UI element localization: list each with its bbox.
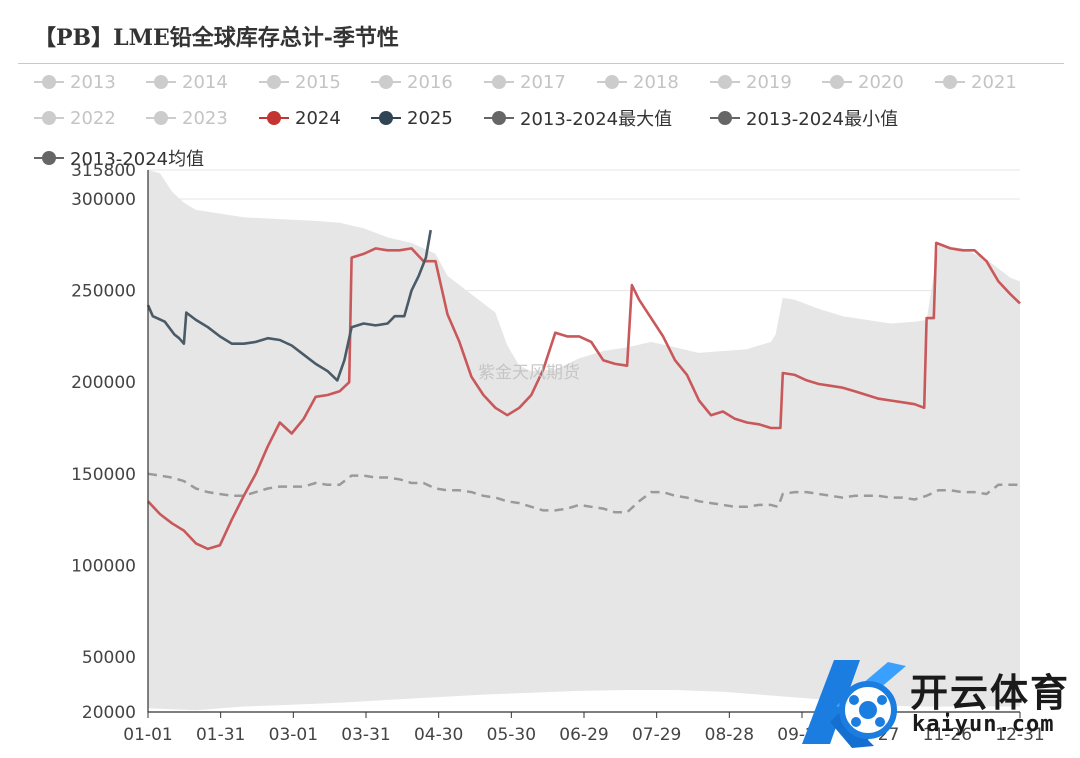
legend-item[interactable]: 2014: [146, 70, 228, 94]
legend-symbol-icon: [259, 72, 289, 92]
brand-logo: 开云体育 kaiyun.com: [790, 652, 1080, 754]
x-tick-label: 05-30: [487, 725, 536, 745]
legend-item[interactable]: 2025: [371, 106, 453, 130]
legend-item[interactable]: 2021: [935, 70, 1017, 94]
legend-item[interactable]: 2024: [259, 106, 341, 130]
legend-symbol-icon: [484, 72, 514, 92]
y-tick-label: 100000: [71, 556, 136, 576]
x-tick-label: 03-01: [269, 725, 318, 745]
x-tick-label: 01-01: [123, 725, 172, 745]
legend-label: 2017: [520, 71, 566, 93]
x-tick-label: 04-30: [414, 725, 463, 745]
legend-label: 2013: [70, 71, 116, 93]
x-tick-label: 03-31: [341, 725, 390, 745]
legend-label: 2020: [858, 71, 904, 93]
x-tick-label: 06-29: [559, 725, 608, 745]
legend-symbol-icon: [371, 108, 401, 128]
legend-symbol-icon: [935, 72, 965, 92]
series-band-max-min: [148, 170, 1020, 711]
legend-item[interactable]: 2019: [710, 70, 792, 94]
legend-symbol-icon: [34, 148, 64, 168]
legend-label: 2025: [407, 107, 453, 129]
legend-label: 2024: [295, 107, 341, 129]
series-line-2024: [147, 241, 1021, 551]
chart-title: 【PB】LME铅全球库存总计-季节性: [34, 25, 399, 51]
series-lines: [146, 229, 1021, 551]
legend-label: 2013-2024最大值: [520, 109, 673, 130]
y-tick-label: 200000: [71, 373, 136, 393]
x-tick-label: 12-31: [995, 725, 1044, 745]
legend-label: 2016: [407, 71, 453, 93]
logo-url: kaiyun.com: [912, 712, 1055, 737]
x-tick-label: 11-26: [923, 725, 972, 745]
legend-symbol-icon: [371, 72, 401, 92]
x-tick-label: 07-29: [632, 725, 681, 745]
legend-item[interactable]: 2013-2024最大值: [484, 106, 672, 130]
legend-label: 2014: [182, 71, 228, 93]
watermark-text: 紫金天风期货: [478, 363, 580, 383]
legend-symbol-icon: [597, 72, 627, 92]
logo-name: 开云体育: [910, 671, 1071, 715]
legend-symbol-icon: [34, 72, 64, 92]
legend-item[interactable]: 2022: [34, 106, 116, 130]
max-min-band: [148, 170, 1020, 711]
legend-label: 2018: [633, 71, 679, 93]
legend-symbol-icon: [34, 108, 64, 128]
y-tick-label: 50000: [82, 648, 136, 668]
legend-item[interactable]: 2013: [34, 70, 116, 94]
title-divider: [18, 63, 1064, 64]
legend-item[interactable]: 2016: [371, 70, 453, 94]
legend-symbol-icon: [146, 72, 176, 92]
legend-symbol-icon: [710, 72, 740, 92]
legend-label: 2022: [70, 107, 116, 129]
legend-item[interactable]: 2017: [484, 70, 566, 94]
legend-label: 2019: [746, 71, 792, 93]
legend-symbol-icon: [484, 108, 514, 128]
legend-item[interactable]: 2013-2024均值: [34, 146, 204, 170]
y-tick-label: 300000: [71, 190, 136, 210]
legend-item[interactable]: 2013-2024最小值: [710, 106, 898, 130]
y-tick-label: 315800: [71, 161, 136, 181]
series-line-2013-2024均值: [147, 472, 1020, 514]
legend-label: 2013-2024均值: [70, 149, 205, 170]
x-tick-label: 08-28: [705, 725, 754, 745]
chart-legend: 2013 2014 2015 2016 2017 2018 2019 2020 2021 2022…: [0, 0, 1080, 170]
legend-item[interactable]: 2023: [146, 106, 228, 130]
legend-item[interactable]: 2020: [822, 70, 904, 94]
legend-symbol-icon: [710, 108, 740, 128]
legend-symbol-icon: [822, 72, 852, 92]
logo-mark-icon: [802, 660, 906, 748]
legend-item[interactable]: 2018: [597, 70, 679, 94]
x-tick-label: 01-31: [196, 725, 245, 745]
y-tick-label: 250000: [71, 282, 136, 302]
legend-label: 2023: [182, 107, 228, 129]
legend-symbol-icon: [259, 108, 289, 128]
y-tick-label: 20000: [82, 703, 136, 723]
legend-label: 2021: [971, 71, 1017, 93]
series-line-2025: [146, 229, 432, 382]
y-tick-label: 150000: [71, 465, 136, 485]
legend-item[interactable]: 2015: [259, 70, 341, 94]
legend-label: 2013-2024最小值: [746, 109, 899, 130]
legend-symbol-icon: [146, 108, 176, 128]
legend-label: 2015: [295, 71, 341, 93]
